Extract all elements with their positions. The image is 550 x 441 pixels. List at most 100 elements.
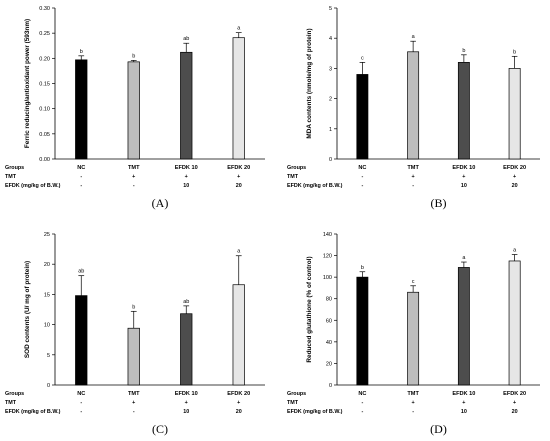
row-label-efdk: EFDK (mg/kg of B.W.) (287, 183, 343, 189)
tmt-value: + (132, 400, 135, 406)
bar-efdk-20 (508, 68, 521, 160)
x-tick-label: TMT (128, 391, 140, 397)
significance-label: b (361, 265, 364, 271)
x-tick-label: TMT (407, 165, 419, 171)
y-tick-label: 0.10 (39, 107, 50, 113)
efdk-value: - (133, 409, 135, 415)
y-tick-label: 0.15 (39, 82, 50, 88)
x-tick-label: NC (77, 165, 85, 171)
y-axis-label: SOD contents (U/ mg of protein) (24, 261, 31, 358)
efdk-value: 20 (512, 409, 518, 415)
significance-label: a (237, 26, 241, 32)
bar-efdk-20 (232, 37, 245, 160)
bar-efdk-20 (508, 260, 521, 386)
x-tick-label: EFDK 10 (175, 391, 198, 397)
bar-tmt (407, 51, 420, 160)
efdk-value: - (80, 409, 82, 415)
x-tick-label: EFDK 20 (227, 165, 250, 171)
y-axis-label: Reduced glutathione (% of control) (306, 256, 313, 362)
bar-nc (356, 74, 369, 160)
x-tick-label: EFDK 20 (503, 165, 526, 171)
y-tick-label: 100 (323, 275, 332, 281)
y-tick-label: 120 (323, 254, 332, 260)
row-label-tmt: TMT (287, 174, 299, 180)
efdk-value: - (80, 183, 82, 189)
chart-panel-4: 0 20 40 60 80 100 120 140 Reduced glutathione (%… (287, 232, 540, 436)
efdk-value: 20 (236, 409, 242, 415)
x-tick-label: NC (77, 391, 85, 397)
y-tick-label: 10 (44, 323, 50, 329)
bar-tmt (127, 61, 140, 160)
bar-efdk-10 (457, 62, 470, 160)
significance-label: a (237, 249, 241, 255)
row-label-tmt: TMT (5, 174, 17, 180)
y-axis-label: MDA contents (nmole/mg of protein) (306, 28, 313, 138)
panel-caption: (D) (430, 422, 447, 436)
efdk-value: - (133, 183, 135, 189)
bar-efdk-10 (180, 51, 193, 160)
bar-efdk-20 (232, 284, 245, 386)
tmt-value: + (237, 174, 240, 180)
y-tick-label: 20 (326, 361, 332, 367)
significance-label: ab (183, 36, 189, 42)
x-tick-label: TMT (128, 165, 140, 171)
y-tick-label: 5 (329, 6, 332, 12)
significance-label: b (80, 49, 83, 55)
y-tick-label: 0.00 (39, 157, 50, 163)
tmt-value: + (462, 400, 465, 406)
tmt-value: - (80, 400, 82, 406)
y-tick-label: 15 (44, 292, 50, 298)
efdk-value: - (412, 409, 414, 415)
significance-label: c (412, 279, 415, 285)
x-tick-label: NC (358, 165, 366, 171)
tmt-value: + (237, 400, 240, 406)
significance-label: ab (183, 299, 189, 305)
panel-caption: (A) (152, 196, 169, 210)
y-tick-label: 0.25 (39, 31, 50, 37)
y-tick-label: 4 (329, 36, 332, 42)
bar-efdk-10 (457, 267, 470, 386)
row-label-groups: Groups (5, 391, 24, 397)
y-tick-label: 3 (329, 66, 332, 72)
row-label-tmt: TMT (5, 400, 17, 406)
chart-panel-2: 0 1 2 3 4 5 MDA contents (nmole/mg of protein)… (287, 6, 540, 210)
efdk-value: 10 (183, 409, 189, 415)
row-label-efdk: EFDK (mg/kg of B.W.) (5, 183, 61, 189)
y-tick-label: 140 (323, 232, 332, 238)
efdk-value: 10 (183, 183, 189, 189)
bar-nc (75, 59, 88, 160)
significance-label: b (462, 48, 465, 54)
tmt-value: + (412, 400, 415, 406)
tmt-value: - (361, 174, 363, 180)
tmt-value: + (185, 174, 188, 180)
y-tick-label: 1 (329, 127, 332, 133)
row-label-efdk: EFDK (mg/kg of B.W.) (5, 409, 61, 415)
y-tick-label: 40 (326, 340, 332, 346)
efdk-value: 20 (512, 183, 518, 189)
row-label-groups: Groups (287, 165, 306, 171)
significance-label: b (513, 49, 516, 55)
y-tick-label: 5 (47, 353, 50, 359)
tmt-value: - (80, 174, 82, 180)
tmt-value: + (513, 400, 516, 406)
y-tick-label: 0.20 (39, 56, 50, 62)
tmt-value: + (132, 174, 135, 180)
row-label-groups: Groups (287, 391, 306, 397)
tmt-value: + (513, 174, 516, 180)
y-tick-label: 60 (326, 318, 332, 324)
significance-label: a (462, 255, 466, 261)
bar-nc (356, 276, 369, 386)
y-tick-label: 2 (329, 97, 332, 103)
tmt-value: - (361, 400, 363, 406)
bar-efdk-10 (180, 313, 193, 386)
efdk-value: 10 (461, 409, 467, 415)
significance-label: c (361, 55, 364, 61)
y-tick-label: 0.30 (39, 6, 50, 12)
y-axis-label: Ferric reducing/antioxidant power (593nm… (24, 19, 31, 148)
x-tick-label: EFDK 20 (227, 391, 250, 397)
x-tick-label: NC (358, 391, 366, 397)
significance-label: a (513, 247, 517, 253)
x-tick-label: EFDK 10 (175, 165, 198, 171)
x-tick-label: EFDK 10 (452, 391, 475, 397)
x-tick-label: TMT (407, 391, 419, 397)
